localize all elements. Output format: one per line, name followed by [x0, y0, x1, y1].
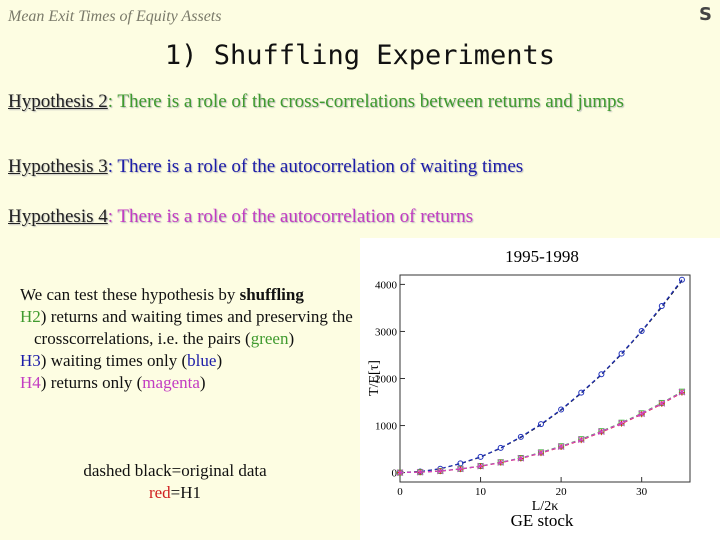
x-tick-label: 0: [397, 486, 403, 498]
note-line: We can test these hypothesis by shufflin…: [20, 284, 355, 306]
x-tick-label: 30: [636, 486, 648, 498]
y-tick-label: 4000: [375, 279, 398, 291]
data-point: [457, 465, 464, 473]
data-point: [618, 350, 625, 357]
note-segment: ): [199, 373, 206, 392]
slide-title: 1) Shuffling Experiments: [164, 40, 556, 71]
data-point: [658, 400, 666, 407]
hypothesis-label: Hypothesis 3: [8, 156, 108, 177]
y-tick-label: 1000: [375, 421, 398, 433]
note-segment: H4: [20, 373, 41, 392]
figure-background: [360, 238, 720, 540]
data-point: [517, 433, 524, 440]
data-point: [638, 410, 646, 418]
data-point: [558, 406, 565, 413]
y-tick-label: 2000: [375, 374, 398, 386]
note-segment: ): [288, 329, 295, 348]
note-line: H3) waiting times only (blue): [20, 350, 355, 372]
note-segment: ) returns only (: [40, 373, 143, 392]
y-tick-label: 0: [392, 468, 398, 480]
data-point: [396, 469, 404, 476]
y-axis-label: T/E[τ]: [367, 360, 382, 396]
footnote: dashed black=original data red=H1: [60, 460, 290, 504]
data-point: [618, 419, 625, 427]
note-segment: =H1: [170, 483, 202, 502]
note-segment: ) returns and waiting times and preservi…: [34, 307, 353, 348]
figure-caption: GE stock: [511, 511, 574, 530]
hypothesis: Hypothesis 4: There is a role of the aut…: [8, 205, 668, 229]
data-point: [436, 467, 444, 475]
note-segment: red: [148, 483, 171, 502]
hypothesis-text: : There is a role of the autocorrelation…: [107, 206, 474, 227]
notes: We can test these hypothesis by shufflin…: [20, 284, 355, 394]
data-point: [537, 421, 544, 428]
note-line: H4) returns only (magenta): [20, 372, 355, 394]
note-line: red=H1: [60, 482, 290, 504]
data-point: [537, 449, 545, 457]
data-point: [477, 462, 484, 470]
note-segment: dashed black=original data: [83, 461, 267, 480]
x-tick-label: 20: [556, 486, 568, 498]
data-point: [638, 327, 645, 334]
data-point: [598, 371, 605, 378]
data-point: [678, 276, 685, 283]
data-point: [678, 388, 686, 396]
figure: 1995-1998 0 1000 2000 3000 4000 0 10 20 30 L/2κ T/E…: [360, 238, 720, 540]
figure-title: 1995-1998: [505, 247, 579, 266]
note-segment: magenta: [142, 373, 200, 392]
hypothesis: Hypothesis 2: There is a role of the cro…: [8, 90, 668, 114]
hypothesis-text: : There is a role of the cross-correlati…: [107, 91, 624, 112]
data-point: [578, 389, 585, 396]
y-tick-label: 3000: [375, 326, 398, 338]
data-point: [497, 444, 504, 451]
note-segment: H2: [20, 307, 41, 326]
data-point: [598, 428, 605, 436]
note-segment: ): [216, 351, 223, 370]
hypothesis-text: : There is a role of the autocorrelation…: [107, 156, 524, 177]
data-point: [577, 436, 585, 444]
hypothesis-label: Hypothesis 2: [8, 91, 108, 112]
x-axis-label: L/2κ: [532, 499, 559, 514]
note-segment: H3: [20, 351, 41, 370]
data-point: [416, 468, 424, 476]
note-segment: We can test these hypothesis by: [20, 285, 240, 304]
note-segment: blue: [187, 351, 217, 370]
corner-title: Mean Exit Times of Equity Assets: [8, 8, 222, 25]
note-segment: shuffling: [239, 285, 304, 304]
note-segment: ) waiting times only (: [40, 351, 188, 370]
data-point: [658, 303, 665, 310]
x-tick-label: 10: [475, 486, 487, 498]
note-segment: green: [250, 329, 289, 348]
hypothesis: Hypothesis 3: There is a role of the aut…: [8, 155, 668, 179]
data-point: [497, 459, 505, 466]
note-line: H2) returns and waiting times and preser…: [20, 306, 355, 350]
data-point: [517, 454, 525, 462]
data-point: [557, 443, 565, 450]
hypothesis-label: Hypothesis 4: [8, 206, 108, 227]
corner-letter: S: [699, 4, 712, 25]
note-line: dashed black=original data: [60, 460, 290, 482]
data-point: [477, 453, 484, 460]
